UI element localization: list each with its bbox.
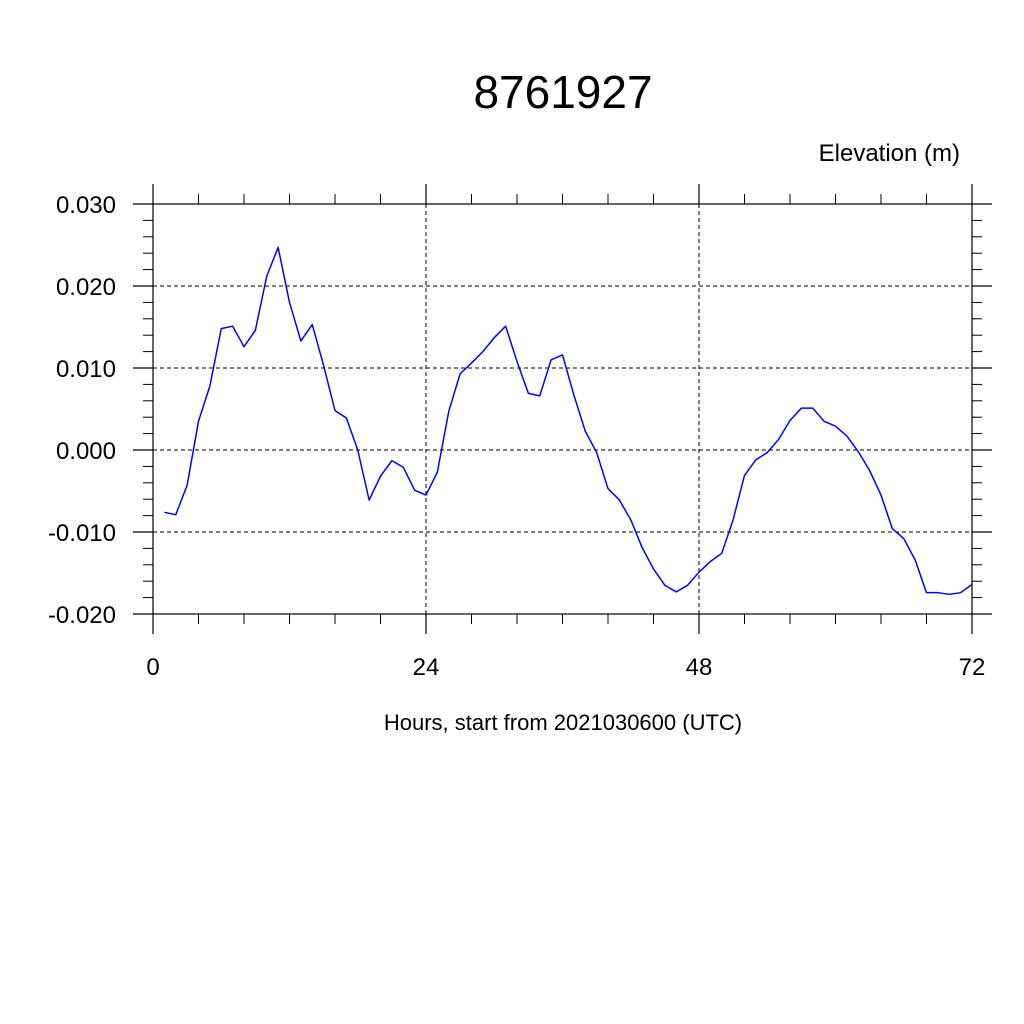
series-group xyxy=(164,246,973,596)
x-tick-label: 0 xyxy=(146,654,159,681)
minor-ticks xyxy=(143,194,982,624)
y-tick-label: 0.030 xyxy=(56,192,116,219)
x-tick-label: 24 xyxy=(413,654,440,681)
y-tick-label: -0.020 xyxy=(48,602,116,629)
y-tick-label: 0.020 xyxy=(56,274,116,301)
elevation-series-line xyxy=(164,246,973,596)
x-axis-label: Hours, start from 2021030600 (UTC) xyxy=(384,710,742,735)
chart-title: 8761927 xyxy=(473,66,652,118)
y-axis-label: Elevation (m) xyxy=(819,140,960,167)
grid xyxy=(152,203,973,615)
x-tick-label: 72 xyxy=(959,654,986,681)
y-tick-label: 0.000 xyxy=(56,438,116,465)
y-tick-label: 0.010 xyxy=(56,356,116,383)
tick-labels: 0 24 48 72 -0.020 -0.010 0.000 0.010 0.020 0.030 xyxy=(48,192,985,681)
plot-frame xyxy=(152,203,973,615)
x-tick-label: 48 xyxy=(686,654,713,681)
y-tick-label: -0.010 xyxy=(48,520,116,547)
major-ticks xyxy=(133,184,992,634)
